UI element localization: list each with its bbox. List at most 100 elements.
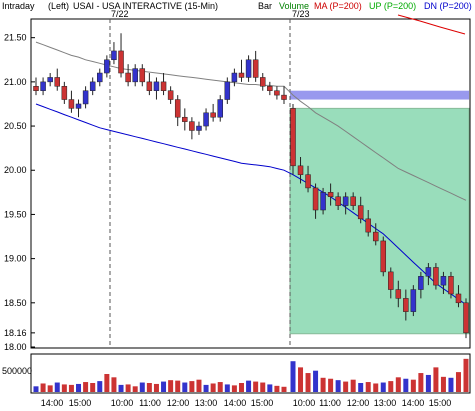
- candle-body: [238, 72, 245, 78]
- candle-body: [203, 112, 209, 127]
- header-interval: Intraday: [2, 1, 35, 11]
- volume-bar: [298, 367, 304, 392]
- candle-body: [274, 90, 280, 96]
- volume-bar: [210, 383, 216, 392]
- volume-bar: [76, 383, 82, 392]
- volume-bar: [290, 361, 296, 392]
- volume-bar: [47, 385, 53, 392]
- volume-bar: [410, 379, 416, 392]
- candle-body: [342, 196, 349, 206]
- y-tick-label: 18.00: [4, 342, 27, 352]
- price-panel-frame: [30, 18, 471, 349]
- volume-bar: [418, 373, 424, 392]
- volume-bar: [83, 382, 89, 392]
- header-style: Bar: [258, 1, 272, 11]
- x-tick-label: 14:00: [224, 398, 247, 408]
- y-tick-label: 19.00: [4, 254, 27, 264]
- header-volume: Volume: [279, 1, 309, 11]
- volume-bar: [350, 379, 356, 392]
- volume-panel-frame: [30, 353, 471, 394]
- volume-bar: [433, 367, 439, 392]
- resistance-band: [290, 90, 469, 100]
- volume-bar: [305, 373, 311, 392]
- candle-body: [104, 59, 110, 74]
- header-ma-legend: MA (P=200): [314, 1, 362, 11]
- volume-bar: [253, 381, 259, 392]
- candle-body: [118, 50, 124, 74]
- x-tick-label: 10:00: [111, 398, 134, 408]
- volume-bar: [118, 384, 124, 392]
- y-tick-label: 21.00: [4, 77, 27, 87]
- volume-bar: [395, 377, 401, 392]
- volume-bar: [68, 384, 74, 392]
- candle-body: [425, 267, 432, 277]
- candle-body: [350, 196, 356, 206]
- volume-bar: [132, 386, 138, 392]
- dn-line: [35, 103, 467, 306]
- candle-body: [224, 81, 231, 100]
- day-label-2: 7/23: [292, 9, 310, 19]
- candle-body: [217, 99, 223, 118]
- volume-bar: [343, 381, 349, 392]
- candle-body: [312, 187, 319, 211]
- target-zone-box: [289, 107, 470, 335]
- candle-body: [167, 90, 174, 100]
- volume-bar: [260, 382, 266, 392]
- volume-bar: [139, 382, 145, 392]
- x-tick-label: 10:00: [293, 398, 316, 408]
- y-tick-label: 18.16: [4, 328, 27, 338]
- candle-body: [97, 72, 103, 83]
- candle-body: [395, 289, 402, 299]
- header-symbol-title: USAI - USA INTERACTIVE (15-Min): [73, 1, 218, 11]
- volume-bar: [463, 358, 469, 392]
- x-tick-label: 15:00: [69, 398, 92, 408]
- volume-bar: [182, 382, 188, 392]
- y-tick-label: 18.50: [4, 298, 27, 308]
- volume-bar: [90, 383, 96, 392]
- x-tick-label: 15:00: [251, 398, 274, 408]
- volume-bar: [161, 381, 167, 392]
- volume-bar: [335, 380, 341, 392]
- x-tick-label: 11:00: [319, 398, 341, 408]
- volume-bar: [328, 378, 334, 392]
- candle-body: [33, 86, 39, 91]
- candle-body: [40, 81, 46, 91]
- candle-body: [440, 276, 447, 286]
- volume-bar: [365, 382, 371, 392]
- candle-body: [418, 276, 424, 290]
- y-tick-label: 20.00: [4, 165, 27, 175]
- candle-body: [139, 68, 146, 83]
- volume-bar: [425, 374, 431, 392]
- volume-bar: [54, 382, 60, 392]
- header-dn-legend: DN (P=200): [424, 1, 472, 11]
- volume-bar: [97, 381, 103, 392]
- candle-body: [281, 94, 287, 100]
- candle-body: [245, 59, 252, 78]
- candle-body: [111, 50, 117, 61]
- volume-bar: [320, 377, 326, 392]
- candle-body: [448, 276, 454, 295]
- volume-bar: [440, 376, 446, 392]
- volume-bar: [373, 383, 379, 392]
- candle-body: [372, 231, 379, 242]
- candle-body: [196, 125, 202, 131]
- candle-body: [252, 59, 259, 78]
- volume-bar: [196, 379, 202, 392]
- y-tick-label: 21.50: [4, 33, 27, 43]
- volume-bar: [388, 381, 394, 392]
- volume-bar: [104, 374, 110, 392]
- x-tick-label: 11:00: [139, 398, 161, 408]
- volume-bar: [175, 380, 181, 392]
- volume-bar: [217, 382, 223, 392]
- volume-bar: [125, 384, 131, 392]
- y-tick-label: 20.50: [4, 121, 27, 131]
- candle-body: [259, 77, 266, 87]
- x-tick-label: 13:00: [195, 398, 218, 408]
- day-label-1: 7/22: [111, 9, 129, 19]
- candle-body: [305, 174, 311, 189]
- volume-bar: [153, 383, 159, 392]
- candle-body: [132, 68, 138, 83]
- volume-bar: [33, 386, 39, 392]
- candle-body: [410, 289, 417, 312]
